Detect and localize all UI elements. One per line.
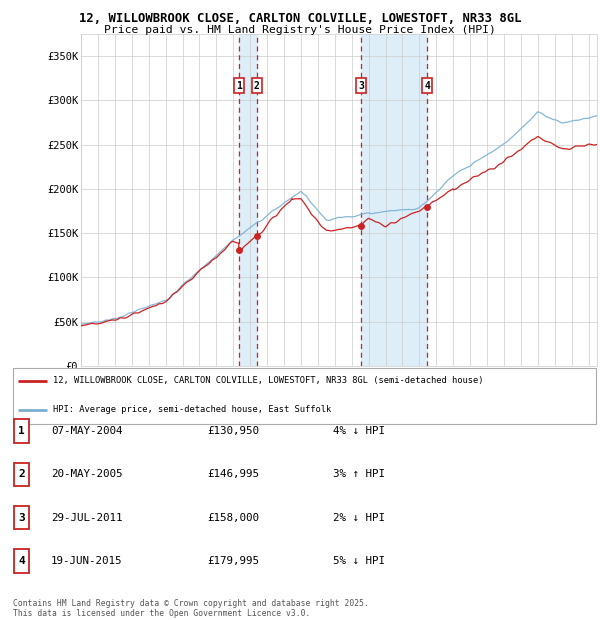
Text: 1: 1 xyxy=(18,426,25,436)
FancyBboxPatch shape xyxy=(14,549,29,573)
Text: 12, WILLOWBROOK CLOSE, CARLTON COLVILLE, LOWESTOFT, NR33 8GL (semi-detached hous: 12, WILLOWBROOK CLOSE, CARLTON COLVILLE,… xyxy=(53,376,484,386)
FancyBboxPatch shape xyxy=(14,506,29,529)
FancyBboxPatch shape xyxy=(14,463,29,486)
Text: 3: 3 xyxy=(358,81,364,91)
Text: 4: 4 xyxy=(424,81,430,91)
Text: HPI: Average price, semi-detached house, East Suffolk: HPI: Average price, semi-detached house,… xyxy=(53,405,331,414)
Text: 5% ↓ HPI: 5% ↓ HPI xyxy=(333,556,385,566)
Text: £130,950: £130,950 xyxy=(207,426,259,436)
Bar xyxy=(361,34,427,366)
Text: 1: 1 xyxy=(236,81,242,91)
Text: 12, WILLOWBROOK CLOSE, CARLTON COLVILLE, LOWESTOFT, NR33 8GL: 12, WILLOWBROOK CLOSE, CARLTON COLVILLE,… xyxy=(79,12,521,25)
Text: 3: 3 xyxy=(18,513,25,523)
Bar xyxy=(239,34,257,366)
Text: £179,995: £179,995 xyxy=(207,556,259,566)
Text: 2% ↓ HPI: 2% ↓ HPI xyxy=(333,513,385,523)
Text: Contains HM Land Registry data © Crown copyright and database right 2025.
This d: Contains HM Land Registry data © Crown c… xyxy=(13,599,369,618)
Text: 07-MAY-2004: 07-MAY-2004 xyxy=(51,426,122,436)
Text: £146,995: £146,995 xyxy=(207,469,259,479)
FancyBboxPatch shape xyxy=(14,419,29,443)
Text: 2: 2 xyxy=(254,81,260,91)
Text: £158,000: £158,000 xyxy=(207,513,259,523)
Text: 3% ↑ HPI: 3% ↑ HPI xyxy=(333,469,385,479)
Text: 2: 2 xyxy=(18,469,25,479)
Text: 4% ↓ HPI: 4% ↓ HPI xyxy=(333,426,385,436)
Text: Price paid vs. HM Land Registry's House Price Index (HPI): Price paid vs. HM Land Registry's House … xyxy=(104,25,496,35)
Text: 20-MAY-2005: 20-MAY-2005 xyxy=(51,469,122,479)
FancyBboxPatch shape xyxy=(13,368,596,423)
Text: 4: 4 xyxy=(18,556,25,566)
Text: 29-JUL-2011: 29-JUL-2011 xyxy=(51,513,122,523)
Text: 19-JUN-2015: 19-JUN-2015 xyxy=(51,556,122,566)
